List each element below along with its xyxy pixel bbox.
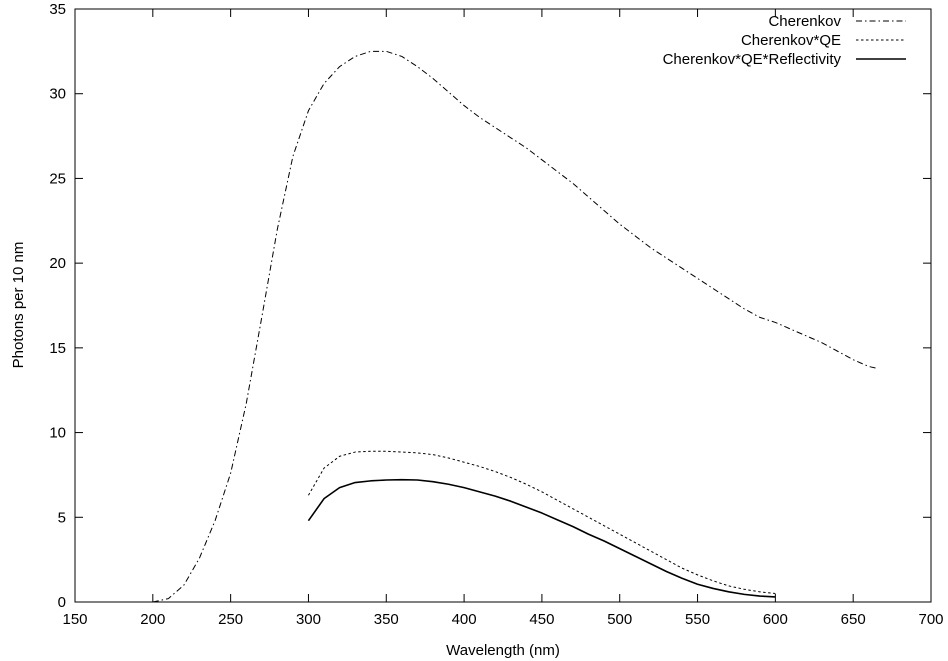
x-tick-label: 400 bbox=[452, 611, 477, 628]
x-tick-label: 550 bbox=[685, 611, 710, 628]
y-tick-label: 0 bbox=[58, 594, 66, 611]
y-tick-label: 30 bbox=[49, 86, 66, 103]
y-tick-label: 20 bbox=[49, 255, 66, 272]
axis-ticks bbox=[74, 8, 932, 603]
series-line-1 bbox=[152, 50, 877, 603]
y-axis-label: Photons per 10 nm bbox=[10, 242, 27, 369]
y-tick-label: 5 bbox=[58, 509, 66, 526]
x-tick-label: 350 bbox=[374, 611, 399, 628]
x-tick-label: 700 bbox=[918, 611, 943, 628]
x-tick-label: 250 bbox=[218, 611, 243, 628]
x-tick-label: 600 bbox=[763, 611, 788, 628]
x-tick-label: 450 bbox=[529, 611, 554, 628]
series-line-3 bbox=[307, 478, 776, 598]
series-line-2 bbox=[308, 450, 776, 595]
x-tick-label: 200 bbox=[140, 611, 165, 628]
x-axis-label: Wavelength (nm) bbox=[446, 642, 560, 659]
legend-label-1: Cherenkov bbox=[768, 13, 841, 30]
axis-tick-labels: 150 200 250 300 350 400 450 500 550 600 650 700 0 5 10… bbox=[49, 1, 943, 628]
y-tick-label: 25 bbox=[49, 170, 66, 187]
x-tick-label: 150 bbox=[62, 611, 87, 628]
plot-frame bbox=[74, 8, 932, 603]
series-lines bbox=[152, 50, 877, 603]
legend-label-3: Cherenkov*QE*Reflectivity bbox=[663, 51, 842, 68]
x-tick-label: 650 bbox=[841, 611, 866, 628]
y-tick-label: 15 bbox=[49, 340, 66, 357]
legend: Cherenkov Cherenkov*QE Cherenkov*QE*Reflec… bbox=[663, 13, 906, 68]
x-tick-label: 300 bbox=[296, 611, 321, 628]
x-tick-label: 500 bbox=[607, 611, 632, 628]
y-tick-label: 10 bbox=[49, 425, 66, 442]
legend-label-2: Cherenkov*QE bbox=[741, 32, 841, 49]
y-tick-label: 35 bbox=[49, 1, 66, 18]
